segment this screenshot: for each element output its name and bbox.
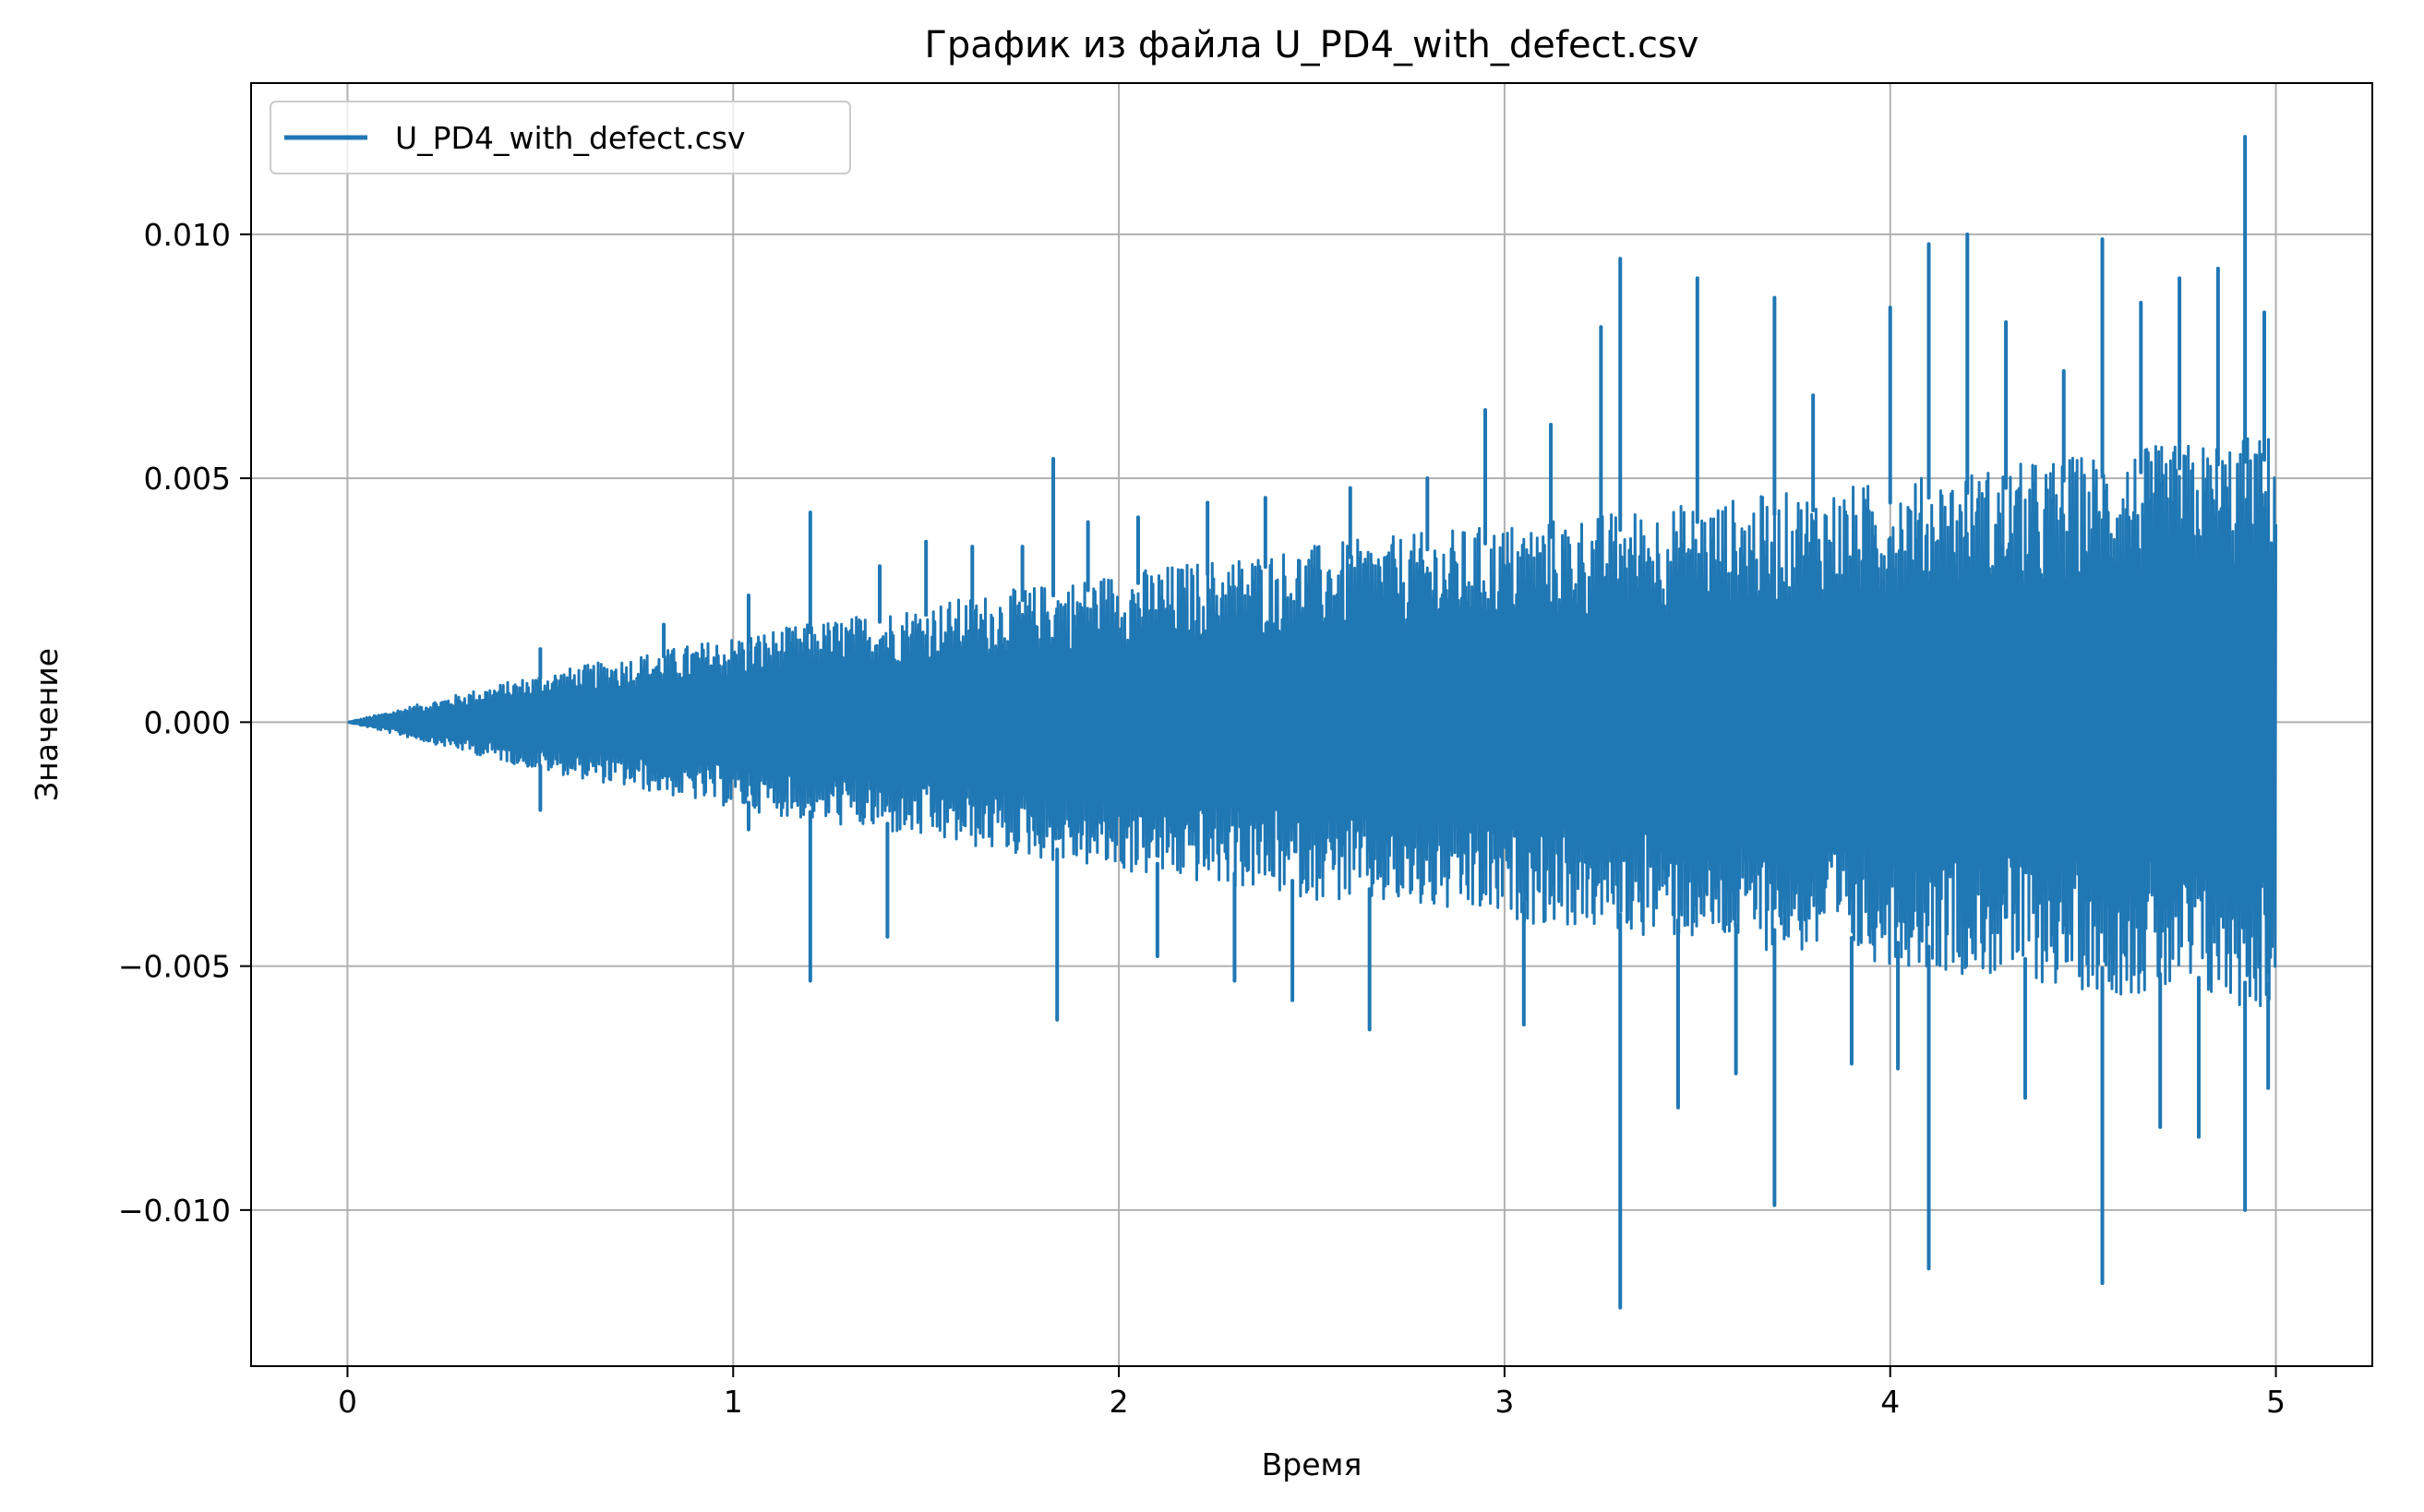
x-tick-label: 0 — [338, 1384, 357, 1420]
series-line — [346, 437, 2277, 1008]
y-tick-label: 0.005 — [144, 461, 231, 497]
x-tick-label: 2 — [1110, 1384, 1129, 1420]
x-tick-label: 3 — [1494, 1384, 1514, 1420]
x-tick-label: 4 — [1880, 1384, 1900, 1420]
y-axis-label: Значение — [29, 648, 65, 801]
legend: U_PD4_with_defect.csv — [270, 101, 851, 174]
x-axis: 0 1 2 3 4 5 — [338, 1366, 2286, 1420]
y-axis: −0.010 −0.005 0.000 0.005 0.010 — [118, 217, 251, 1229]
y-tick-label: 0.010 — [144, 217, 231, 253]
x-tick-label: 5 — [2266, 1384, 2286, 1420]
chart-title: График из файла U_PD4_with_defect.csv — [925, 24, 1699, 66]
series-layer — [346, 135, 2277, 1310]
y-tick-label: 0.000 — [144, 704, 231, 740]
plot-frame — [250, 82, 2373, 1367]
y-tick-label: −0.005 — [118, 949, 231, 985]
legend-box — [270, 101, 851, 174]
y-tick-label: −0.010 — [118, 1193, 231, 1229]
x-axis-label: Время — [1262, 1446, 1362, 1482]
x-tick-label: 1 — [724, 1384, 743, 1420]
legend-label: U_PD4_with_defect.csv — [395, 120, 746, 156]
